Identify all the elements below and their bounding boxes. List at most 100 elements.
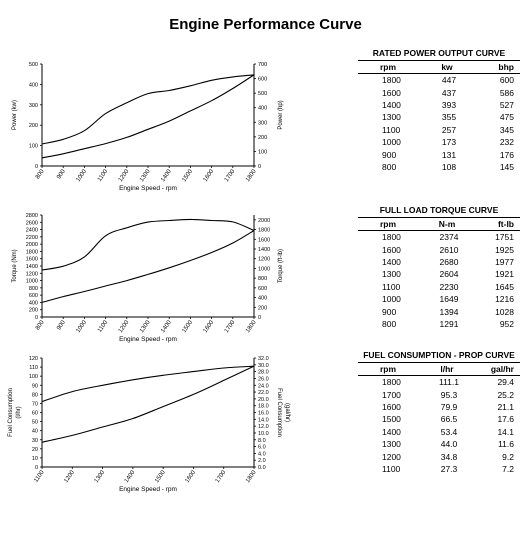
y-tick-label: 30 bbox=[32, 438, 38, 444]
y-tick-label: 1600 bbox=[26, 257, 38, 263]
series-line-1 bbox=[41, 230, 255, 303]
table-header-cell: gal/hr bbox=[490, 364, 514, 374]
table-cell: 393 bbox=[441, 99, 457, 110]
y2-tick-label: 26.0 bbox=[258, 376, 269, 382]
y2-tick-label: 800 bbox=[258, 276, 267, 282]
table-cell: 355 bbox=[441, 112, 457, 123]
table-header-cell: ft-lb bbox=[497, 219, 514, 229]
x-tick-label: 1700 bbox=[215, 469, 228, 484]
x-tick-label: 1400 bbox=[160, 168, 173, 183]
table-row: 1600 2610 1925 bbox=[358, 243, 520, 255]
table-row: 1000 173 232 bbox=[358, 136, 520, 148]
table-cell: 79.9 bbox=[440, 401, 458, 412]
y-tick-label: 10 bbox=[32, 456, 38, 462]
table-cell: 2680 bbox=[439, 256, 459, 267]
table-cell: 437 bbox=[441, 87, 457, 98]
x-tick-label: 1500 bbox=[154, 469, 167, 484]
y2-tick-label: 1400 bbox=[258, 247, 270, 253]
x-axis-label: Engine Speed - rpm bbox=[119, 185, 177, 192]
table-cell: 1400 bbox=[382, 99, 401, 110]
y-axis-label: Torque (Nm) bbox=[12, 249, 18, 282]
y2-tick-label: 500 bbox=[258, 91, 267, 97]
table-cell: 1028 bbox=[495, 306, 514, 317]
y2-tick-label: 200 bbox=[258, 305, 267, 311]
table-cell: 1300 bbox=[382, 269, 401, 280]
table-cell: 95.3 bbox=[440, 389, 458, 400]
y-tick-label: 40 bbox=[32, 429, 38, 435]
y-tick-label: 2200 bbox=[26, 235, 38, 241]
table-cell: 900 bbox=[382, 306, 397, 317]
table-cell: 1800 bbox=[382, 377, 401, 388]
table-cell: 900 bbox=[382, 149, 397, 160]
y2-tick-label: 1800 bbox=[258, 228, 270, 234]
table-cell: 586 bbox=[499, 87, 514, 98]
table-cell: 1649 bbox=[439, 294, 459, 305]
table-cell: 176 bbox=[499, 149, 514, 160]
x-tick-label: 1000 bbox=[75, 168, 88, 183]
x-tick-label: 800 bbox=[35, 319, 46, 331]
y2-tick-label: 32.0 bbox=[258, 356, 269, 362]
y-tick-label: 50 bbox=[32, 420, 38, 426]
y-tick-label: 400 bbox=[29, 82, 38, 88]
table-row: 800 1291 952 bbox=[358, 318, 520, 330]
table-cell: 131 bbox=[441, 149, 457, 160]
table-cell: 1645 bbox=[495, 281, 514, 292]
y-tick-label: 200 bbox=[29, 308, 38, 314]
x-tick-label: 1700 bbox=[224, 168, 237, 183]
table-cell: 145 bbox=[499, 161, 514, 172]
y2-tick-label: 1000 bbox=[258, 266, 270, 272]
x-tick-label: 1300 bbox=[139, 319, 152, 334]
table-title: FUEL CONSUMPTION - PROP CURVE bbox=[363, 350, 515, 360]
table-cell: 1300 bbox=[382, 112, 401, 123]
x-tick-label: 900 bbox=[56, 319, 67, 331]
y-tick-label: 1400 bbox=[26, 264, 38, 270]
table-cell: 257 bbox=[441, 124, 457, 135]
table-cell: 1800 bbox=[382, 75, 401, 86]
table-cell: 1291 bbox=[439, 318, 459, 329]
table-header-row: rpm l/hr gal/hr bbox=[358, 362, 520, 376]
y2-tick-label: 100 bbox=[258, 149, 267, 155]
table-cell: 11.6 bbox=[498, 439, 514, 450]
x-tick-label: 1400 bbox=[160, 319, 173, 334]
table-cell: 1600 bbox=[382, 244, 401, 255]
table-row: 1400 2680 1977 bbox=[358, 256, 520, 268]
table-cell: 44.0 bbox=[440, 439, 458, 450]
table-row: 1400 53.4 14.1 bbox=[358, 426, 520, 438]
y-tick-label: 800 bbox=[29, 286, 38, 292]
table-cell: 66.5 bbox=[440, 414, 458, 425]
x-axis-label: Engine Speed - rpm bbox=[119, 486, 177, 493]
table-header-cell: rpm bbox=[380, 219, 397, 229]
table-cell: 1100 bbox=[382, 281, 401, 292]
table-cell: 1600 bbox=[382, 401, 401, 412]
y2-tick-label: 2000 bbox=[258, 218, 270, 224]
y2-tick-label: 24.0 bbox=[258, 383, 269, 389]
y-tick-label: 0 bbox=[35, 465, 38, 471]
table-cell: 232 bbox=[499, 137, 514, 148]
table-cell: 2230 bbox=[439, 281, 459, 292]
table-row: 1100 257 345 bbox=[358, 124, 520, 136]
y2-tick-label: 2.0 bbox=[258, 458, 266, 464]
page-title: Engine Performance Curve bbox=[169, 16, 362, 33]
table-cell: 14.1 bbox=[497, 426, 514, 437]
x-tick-label: 1500 bbox=[181, 168, 194, 183]
series-line-0 bbox=[41, 74, 255, 145]
y2-tick-label: 10.0 bbox=[258, 431, 269, 437]
x-tick-label: 800 bbox=[35, 168, 46, 180]
y2-tick-label: 22.0 bbox=[258, 390, 269, 396]
table-cell: 7.2 bbox=[502, 463, 514, 474]
torque-chart: 0200400600800100012001400160018002000220… bbox=[12, 213, 284, 343]
table-row: 1200 34.8 9.2 bbox=[358, 450, 520, 462]
table-row: 1400 393 527 bbox=[358, 99, 520, 111]
table-cell: 447 bbox=[441, 75, 457, 86]
table-cell: 1100 bbox=[382, 463, 401, 474]
y-tick-label: 90 bbox=[32, 383, 38, 389]
table-cell: 600 bbox=[499, 75, 514, 86]
y2-tick-label: 0 bbox=[258, 315, 261, 321]
x-axis-label: Engine Speed - rpm bbox=[119, 336, 177, 343]
x-tick-label: 1800 bbox=[245, 319, 258, 334]
table-cell: 53.4 bbox=[440, 426, 458, 437]
series-line-0 bbox=[41, 218, 255, 271]
power-chart: 0 100 200 300 400 500 0 100 200 300 400 500 600 700 80… bbox=[12, 62, 284, 192]
y2-tick-label: 8.0 bbox=[258, 438, 266, 444]
y-tick-label: 0 bbox=[35, 315, 38, 321]
